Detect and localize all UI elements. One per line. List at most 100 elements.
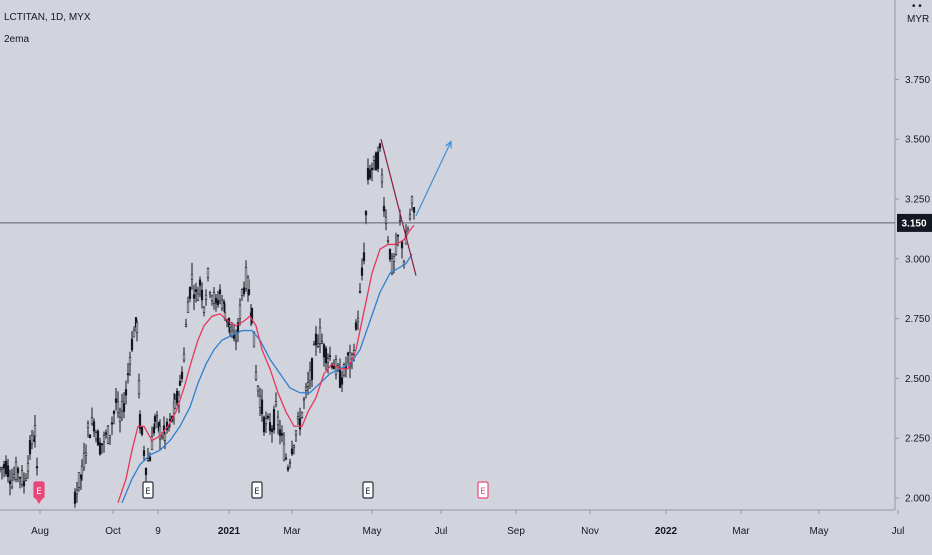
candle-body — [396, 234, 400, 237]
candle-body — [75, 489, 79, 495]
candle-body — [314, 333, 318, 346]
candle-body — [274, 401, 278, 406]
last-price-badge[interactable] — [897, 213, 932, 232]
candle-body — [298, 418, 302, 430]
candle-body — [146, 458, 150, 462]
candle-body — [328, 355, 332, 358]
candle-body — [366, 168, 370, 180]
earnings-marker-label: E — [365, 487, 370, 497]
candle-body — [294, 430, 298, 436]
x-tick-label: 9 — [155, 526, 161, 537]
candle-body — [300, 411, 304, 418]
x-tick-label: Mar — [283, 526, 301, 537]
candle-body — [208, 292, 212, 295]
candle-body — [0, 467, 2, 470]
candle-body — [194, 289, 198, 292]
candle-body — [120, 401, 124, 412]
candle-body — [256, 385, 260, 392]
candle-body — [28, 440, 32, 455]
candle-body — [374, 152, 378, 171]
ema-fast-line[interactable] — [117, 224, 415, 504]
symbol-title[interactable]: LCTITAN, 1D, MYX — [4, 12, 91, 23]
candles — [0, 142, 416, 508]
candle-body — [342, 364, 346, 376]
projection-arrow-line[interactable] — [415, 141, 452, 216]
candle-body — [284, 457, 288, 460]
candle-body — [392, 256, 396, 263]
candle-body — [130, 338, 134, 351]
candle-body — [90, 417, 94, 425]
candle-body — [6, 465, 10, 477]
candle-body — [30, 434, 34, 445]
earnings-marker[interactable] — [362, 481, 374, 499]
currency-label[interactable]: MYR — [907, 14, 929, 25]
candle-body — [268, 422, 272, 431]
candle-body — [182, 353, 186, 361]
candle-body — [163, 433, 167, 441]
candle-body — [223, 312, 227, 321]
candle-body — [84, 452, 88, 456]
x-tick-label: Oct — [105, 526, 121, 537]
candle-body — [10, 479, 14, 488]
candle-body — [198, 279, 202, 286]
candle-body — [220, 299, 224, 309]
candle-body — [162, 425, 166, 433]
candle-body — [144, 467, 148, 476]
candle-body — [390, 258, 394, 274]
candle-body — [234, 339, 238, 343]
candle-body — [86, 422, 90, 428]
candle-body — [24, 478, 28, 481]
candle-body — [288, 461, 292, 464]
ema-slow-line[interactable] — [121, 253, 413, 504]
candle-body — [142, 450, 146, 456]
candle-body — [410, 196, 414, 204]
candle-body — [186, 301, 190, 313]
candle-body — [316, 343, 320, 347]
x-tick-label: Aug — [31, 526, 49, 537]
earnings-marker[interactable] — [477, 481, 489, 499]
candle-body — [206, 268, 210, 278]
candle-body — [112, 411, 116, 414]
earnings-marker[interactable] — [33, 481, 45, 499]
candle-body — [152, 427, 156, 434]
candle-body — [14, 461, 18, 480]
earnings-marker[interactable] — [251, 481, 263, 499]
candle-body — [292, 445, 296, 448]
x-tick-label: 2021 — [218, 526, 241, 537]
candle-body — [128, 357, 132, 365]
earnings-marker-label: E — [145, 487, 150, 497]
trendline-drawing[interactable] — [380, 139, 417, 276]
candle-body — [322, 344, 326, 358]
indicator-label-2ema[interactable]: 2ema — [4, 34, 30, 45]
candle-body — [400, 241, 404, 249]
candle-body — [20, 470, 24, 485]
candle-body — [0, 467, 4, 470]
candle-body — [260, 399, 264, 415]
candle-body — [364, 211, 368, 216]
candle-body — [140, 427, 144, 435]
candle-body — [126, 373, 130, 376]
candle-body — [346, 352, 350, 356]
candle-body — [192, 294, 196, 299]
earnings-marker[interactable] — [142, 481, 154, 499]
candle-body — [190, 273, 194, 280]
candle-body — [254, 371, 258, 380]
candle-body — [137, 380, 141, 395]
candle-body — [178, 380, 182, 386]
candle-body — [356, 317, 360, 322]
projection-arrow-head[interactable] — [445, 140, 452, 149]
candle-body — [338, 367, 342, 388]
candle-body — [318, 327, 322, 344]
x-tick-label: Jul — [435, 526, 448, 537]
candle-body — [200, 289, 204, 301]
candle-body — [2, 463, 6, 469]
candle-body — [340, 377, 344, 385]
candle-body — [230, 330, 234, 338]
x-tick-label: May — [810, 526, 829, 537]
candle-body — [94, 432, 98, 440]
candle-body — [266, 415, 270, 419]
candle-body — [302, 398, 306, 401]
y-tick-label: 3.250 — [905, 194, 930, 205]
